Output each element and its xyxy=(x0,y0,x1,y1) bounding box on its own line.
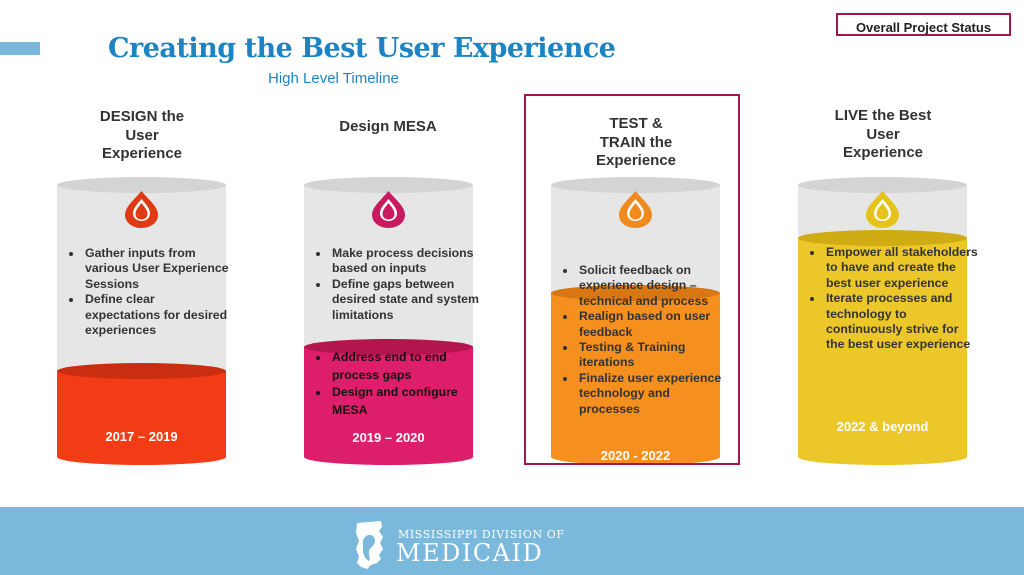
phase-date: 2022 & beyond xyxy=(836,419,929,434)
phase-cylinder-test-train: Solicit feedback on experience design – … xyxy=(551,177,721,465)
phase-cylinder-design: Gather inputs from various User Experien… xyxy=(57,177,229,465)
page-subtitle: High Level Timeline xyxy=(268,70,399,87)
phase-date: 2017 – 2019 xyxy=(105,429,178,444)
bullet-item: Define gaps between desired state and sy… xyxy=(330,277,480,323)
accent-bar xyxy=(0,42,40,55)
bullet-item: Empower all stakeholders to have and cre… xyxy=(824,245,980,291)
phase-bullets: Empower all stakeholders to have and cre… xyxy=(802,245,980,353)
phase-cylinder-design-mesa: Make process decisions based on inputs D… xyxy=(304,177,479,465)
cylinder-graphic xyxy=(551,177,720,465)
page-title: Creating the Best User Experience xyxy=(108,33,616,64)
phase-bullets: Gather inputs from various User Experien… xyxy=(61,246,233,338)
phase-title-test-train: TEST & TRAIN the Experience xyxy=(595,115,677,169)
cylinder-graphic xyxy=(798,177,967,465)
water-drop-icon xyxy=(125,191,158,228)
phase-title-design-mesa: Design MESA xyxy=(339,118,437,135)
overall-project-status-button[interactable]: Overall Project Status xyxy=(836,13,1011,36)
bullet-item: Gather inputs from various User Experien… xyxy=(83,246,233,292)
medicaid-logo: MISSISSIPPI DIVISION OF MEDICAID xyxy=(347,519,587,571)
bullet-item: Realign based on user feedback xyxy=(577,309,733,340)
current-phase-highlight xyxy=(524,94,740,465)
bullet-item: Define clear expectations for desired ex… xyxy=(83,292,233,338)
phase-date: 2020 - 2022 xyxy=(600,448,671,463)
phase-bullets: Make process decisions based on inputs D… xyxy=(308,246,480,323)
phase-cylinder-live: Empower all stakeholders to have and cre… xyxy=(798,177,978,465)
cylinder-graphic xyxy=(57,177,226,465)
phase-title-live: LIVE the Best User Experience xyxy=(834,107,932,161)
phase-date: 2019 – 2020 xyxy=(352,430,425,445)
state-silhouette-icon xyxy=(356,521,383,569)
bullet-item: Iterate processes and technology to cont… xyxy=(824,291,980,353)
bullet-item: Testing & Training iterations xyxy=(577,340,733,371)
water-drop-icon xyxy=(866,191,899,228)
logo-text-top: MISSISSIPPI DIVISION OF xyxy=(398,528,565,541)
cylinder-graphic xyxy=(304,177,473,465)
logo-text-main: MEDICAID xyxy=(396,539,544,567)
phase-bullets-lower: Address end to end process gaps Design a… xyxy=(308,349,480,419)
phase-title-design: DESIGN the User Experience xyxy=(99,108,185,162)
phase-bullets: Solicit feedback on experience design – … xyxy=(555,263,733,417)
bullet-item: Solicit feedback on experience design – … xyxy=(577,263,733,309)
water-drop-icon xyxy=(372,191,405,228)
bullet-item: Design and configure MESA xyxy=(330,384,480,419)
bullet-item: Finalize user experience technology and … xyxy=(577,371,733,417)
water-drop-icon xyxy=(619,191,652,228)
bullet-item: Address end to end process gaps xyxy=(330,349,480,384)
bullet-item: Make process decisions based on inputs xyxy=(330,246,480,277)
footer-band xyxy=(0,507,1024,575)
